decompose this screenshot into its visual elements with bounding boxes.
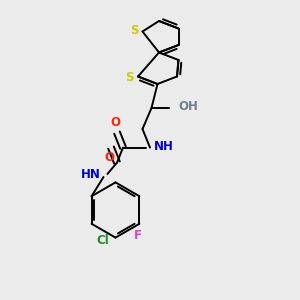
Text: F: F	[134, 229, 142, 242]
Text: S: S	[125, 70, 134, 84]
Text: O: O	[110, 116, 121, 129]
Text: Cl: Cl	[96, 234, 109, 247]
Text: O: O	[104, 151, 115, 164]
Text: HN: HN	[81, 168, 100, 182]
Text: NH: NH	[154, 140, 173, 154]
Text: S: S	[130, 24, 138, 38]
Text: OH: OH	[178, 100, 198, 113]
